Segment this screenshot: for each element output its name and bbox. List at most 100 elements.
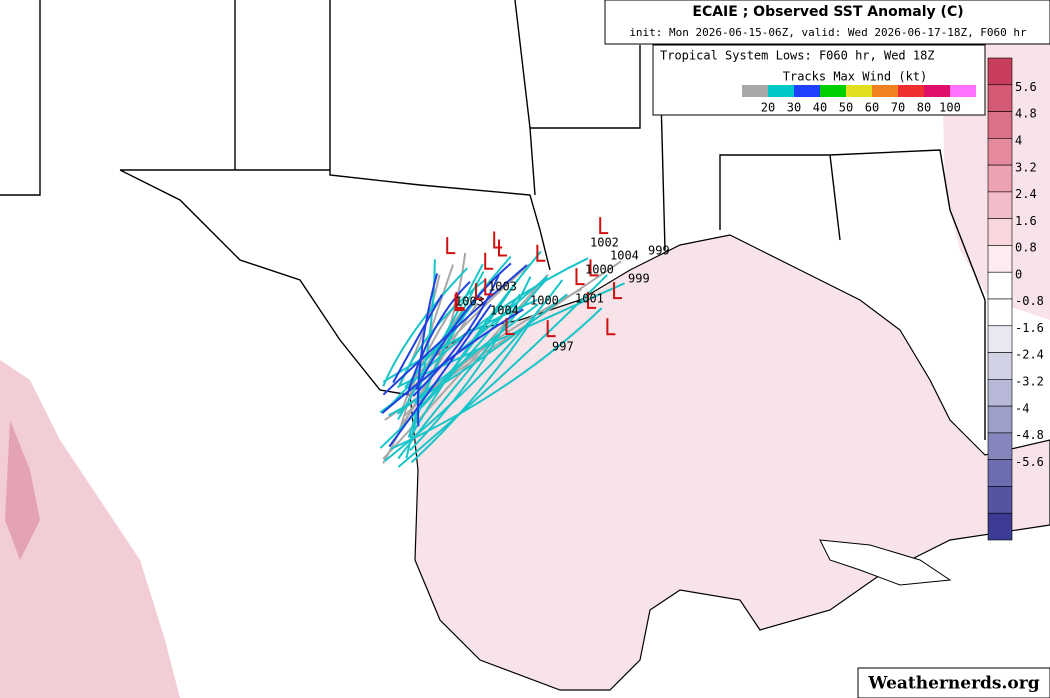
lows-legend <box>652 44 986 116</box>
colorbar-cell <box>987 325 1013 353</box>
wind-swatch <box>820 85 846 97</box>
pacific-sst <box>0 360 180 698</box>
storm-track <box>388 303 492 448</box>
subtitle: init: Mon 2026-06-15-06Z, valid: Wed 202… <box>629 26 1027 39</box>
low-marker <box>589 259 599 277</box>
title: ECAIE ; Observed SST Anomaly (C) <box>692 4 963 20</box>
low-marker <box>446 237 456 255</box>
colorbar-label: 0.8 <box>1015 241 1037 255</box>
colorbar-label: -0.8 <box>1015 294 1044 308</box>
storm-track <box>390 307 603 450</box>
borders <box>0 0 986 440</box>
colorbar-cell <box>987 164 1013 193</box>
colorbar-label: -4.8 <box>1015 428 1044 442</box>
colorbar-cell <box>987 405 1013 434</box>
pressure-label: 1000 <box>530 294 559 308</box>
storm-track <box>397 282 625 388</box>
low-marker <box>505 318 515 336</box>
storm-track <box>407 271 485 438</box>
colorbar-cell <box>987 245 1013 273</box>
pressure-label: 999 <box>628 272 650 286</box>
storm-track <box>392 294 443 383</box>
storm-track <box>416 273 439 427</box>
wind-label: 70 <box>891 101 905 115</box>
wind-swatch <box>794 85 820 97</box>
storm-track <box>417 279 519 410</box>
colorbar-cell <box>987 271 1013 300</box>
colorbar-label: 0 <box>1015 267 1022 281</box>
cuba <box>819 539 952 586</box>
title-box <box>604 0 1050 45</box>
low-marker <box>484 278 494 296</box>
colorbar-cell <box>987 352 1013 380</box>
low-marker <box>599 217 609 235</box>
pressure-label: 1000 <box>585 263 614 277</box>
colorbar-cell <box>987 379 1013 407</box>
storm-track <box>410 308 540 464</box>
storm-track <box>382 267 468 387</box>
colorbar-cell <box>987 218 1013 246</box>
low-marker <box>484 252 494 270</box>
colorbar-cell <box>987 459 1013 487</box>
colorbar-label: 1.6 <box>1015 214 1037 228</box>
wind-swatch <box>924 85 950 97</box>
low-marker <box>474 283 484 301</box>
storm-track <box>415 262 512 390</box>
colorbar-cell <box>987 111 1013 139</box>
wind-swatch <box>846 85 872 97</box>
wind-swatch <box>950 85 976 97</box>
pressure-label: 1002 <box>590 236 619 250</box>
colorbar-cell <box>987 512 1013 541</box>
colorbar-label: 4.8 <box>1015 107 1037 121</box>
low-marker <box>546 320 556 338</box>
watermark: Weathernerds.org <box>867 674 1039 694</box>
storm-track <box>397 274 608 468</box>
colorbar-label: -1.6 <box>1015 321 1044 335</box>
low-marker <box>613 282 623 300</box>
storm-track <box>405 263 531 388</box>
wind-swatch <box>872 85 898 97</box>
colorbar-label: -2.4 <box>1015 348 1044 362</box>
storm-track <box>379 293 522 449</box>
pressure-label: 1004 <box>490 304 519 318</box>
low-marker <box>587 291 597 309</box>
sst-warm-patch <box>5 420 40 560</box>
colorbar-cell <box>987 432 1013 460</box>
pressure-label: 1004 <box>610 249 639 263</box>
colorbar-cell <box>987 138 1013 166</box>
pressure-label: 999 <box>648 244 670 258</box>
low-marker <box>455 291 465 309</box>
low-marker <box>493 231 503 249</box>
wind-label: 20 <box>761 101 775 115</box>
colorbar-cell <box>987 191 1013 219</box>
gulf-sst <box>409 234 1050 691</box>
low-marker <box>536 244 546 262</box>
storm-track <box>396 303 539 415</box>
colorbar-label: 3.2 <box>1015 160 1037 174</box>
storm-track <box>409 276 532 452</box>
pressure-label: 997 <box>552 340 574 354</box>
watermark-box <box>857 667 1050 698</box>
colorbar-cell <box>987 57 1013 86</box>
lows-title: Tropical System Lows: F060 hr, Wed 18Z <box>660 49 935 63</box>
low-marker <box>498 239 508 257</box>
tracks-title: Tracks Max Wind (kt) <box>783 70 928 84</box>
colorbar-label: 2.4 <box>1015 187 1037 201</box>
pressure-label: 1003 <box>455 295 484 309</box>
colorbar-cell <box>987 84 1013 112</box>
colorbar-cell <box>987 486 1013 514</box>
wind-label: 30 <box>787 101 801 115</box>
pressure-label: 1003 <box>488 280 517 294</box>
colorbar-cell <box>987 298 1013 327</box>
wind-label: 60 <box>865 101 879 115</box>
storm-track <box>412 274 500 397</box>
low-marker <box>575 268 585 286</box>
storm-track <box>382 264 528 396</box>
wind-swatch <box>898 85 924 97</box>
wind-swatch <box>768 85 794 97</box>
wind-label: 100 <box>939 101 961 115</box>
colorbar-label: -3.2 <box>1015 375 1044 389</box>
wind-label: 80 <box>917 101 931 115</box>
